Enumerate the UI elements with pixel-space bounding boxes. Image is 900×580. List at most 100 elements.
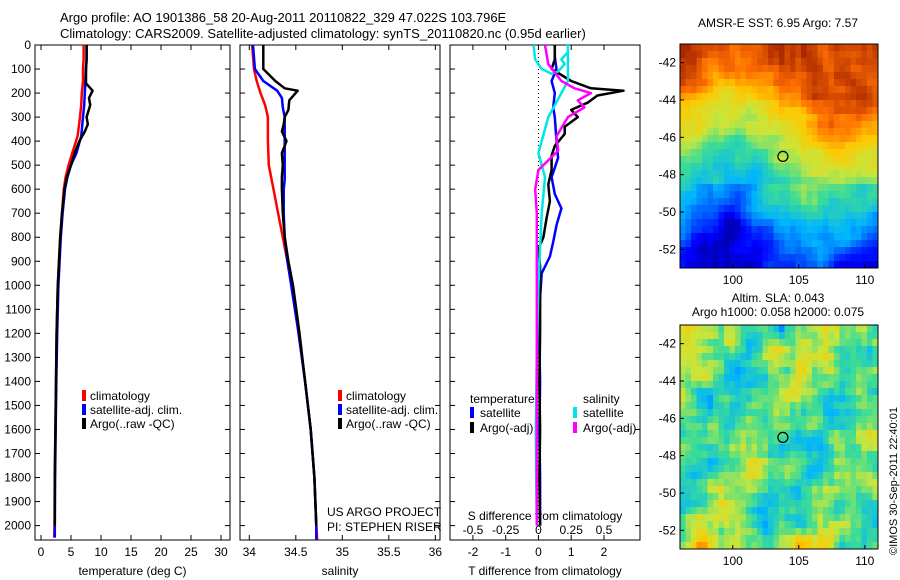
map-cell <box>718 367 725 375</box>
map-cell <box>691 163 697 171</box>
map-cell <box>724 177 730 185</box>
map-cell <box>856 58 862 66</box>
map-cell <box>784 437 791 445</box>
map-cell <box>696 93 703 101</box>
map-cell <box>845 493 851 501</box>
map-cell <box>861 93 868 101</box>
map-cell <box>768 79 774 87</box>
map-cell <box>740 114 747 122</box>
map-cell <box>861 367 868 375</box>
map-cell <box>812 472 818 480</box>
map-cell <box>795 325 802 333</box>
map-cell <box>746 107 752 115</box>
map-cell <box>801 86 807 94</box>
map-cell <box>751 58 758 66</box>
map-cell <box>773 233 780 241</box>
map-cell <box>680 233 686 241</box>
map-cell <box>729 240 736 248</box>
map-cell <box>680 86 686 94</box>
credit-line-1: US ARGO PROJECT <box>327 505 442 519</box>
map-cell <box>729 367 736 375</box>
float-position-marker <box>777 150 789 163</box>
map-cell <box>779 521 785 529</box>
map-cell <box>828 346 835 354</box>
difference-xtick-label: -1 <box>500 545 511 559</box>
map-cell <box>696 163 703 171</box>
depth-tick-label: 1400 <box>4 374 31 388</box>
map-cell <box>751 388 758 396</box>
map-cell <box>696 479 703 487</box>
map-cell <box>724 121 730 129</box>
map-cell <box>823 177 829 185</box>
map-cell <box>834 163 840 171</box>
map-cell <box>696 114 703 122</box>
map-cell <box>680 198 686 206</box>
map-cell <box>867 388 873 396</box>
map-cell <box>817 325 824 333</box>
map-cell <box>751 423 758 431</box>
map-cell <box>872 44 879 52</box>
map-cell <box>784 261 791 269</box>
map-cell <box>680 107 686 115</box>
map-cell <box>746 72 752 80</box>
map-cell <box>724 535 730 543</box>
map-cell <box>795 409 802 417</box>
map-cell <box>724 184 730 192</box>
map-cell <box>801 65 807 73</box>
map-cell <box>845 261 851 269</box>
map-cell <box>702 402 708 410</box>
map-cell <box>828 65 835 73</box>
map-cell <box>691 170 697 178</box>
map-cell <box>746 360 752 368</box>
map-cell <box>740 444 747 452</box>
map-cell <box>817 261 824 269</box>
map-cell <box>872 395 879 403</box>
map-cell <box>784 51 791 59</box>
map-cell <box>845 528 851 536</box>
map-cell <box>740 360 747 368</box>
map-cell <box>872 500 879 508</box>
map-cell <box>773 409 780 417</box>
map-cell <box>812 339 818 347</box>
map-cell <box>872 142 879 150</box>
map-cell <box>850 121 857 129</box>
map-cell <box>735 219 741 227</box>
map-cell <box>861 339 868 347</box>
map-cell <box>729 135 736 143</box>
map-cell <box>702 395 708 403</box>
map-cell <box>845 409 851 417</box>
map-cell <box>806 240 813 248</box>
map-cell <box>823 402 829 410</box>
map-cell <box>795 114 802 122</box>
map-cell <box>817 177 824 185</box>
map-cell <box>718 465 725 473</box>
map-cell <box>702 254 708 262</box>
depth-tick-label: 900 <box>11 254 31 268</box>
map-cell <box>850 156 857 164</box>
map-cell <box>779 437 785 445</box>
map-cell <box>790 205 796 213</box>
map-cell <box>691 395 697 403</box>
map-cell <box>691 367 697 375</box>
map-cell <box>817 114 824 122</box>
map-cell <box>812 521 818 529</box>
map-cell <box>784 465 791 473</box>
map-cell <box>718 416 725 424</box>
map-cell <box>751 240 758 248</box>
map-cell <box>691 156 697 164</box>
map-cell <box>713 135 719 143</box>
map-cell <box>834 86 840 94</box>
map-cell <box>680 507 686 515</box>
map-cell <box>817 374 824 382</box>
map-cell <box>790 451 796 459</box>
map-cell <box>850 191 857 199</box>
map-cell <box>779 479 785 487</box>
map-cell <box>746 177 752 185</box>
map-cell <box>823 254 829 262</box>
map-cell <box>735 156 741 164</box>
map-cell <box>806 121 813 129</box>
map-cell <box>850 247 857 255</box>
map-cell <box>768 423 774 431</box>
map-cell <box>795 44 802 52</box>
map-cell <box>845 374 851 382</box>
